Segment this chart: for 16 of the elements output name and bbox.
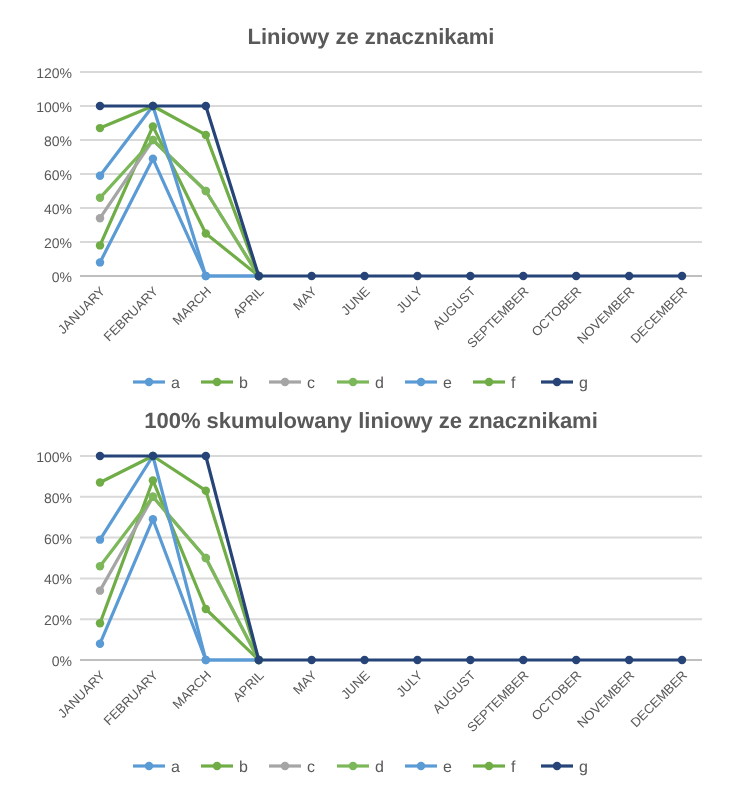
legend-label: f [511, 374, 517, 392]
legend-label: g [579, 758, 588, 776]
legend-label: c [307, 374, 315, 392]
chart-title: 100% skumulowany liniowy ze znacznikami [144, 410, 598, 434]
legend-label: f [511, 758, 517, 776]
legend-label: e [443, 758, 453, 776]
legend-label: b [239, 374, 249, 392]
legend-label: a [171, 758, 181, 776]
chart-title: Liniowy ze znacznikami [247, 26, 495, 50]
legend-label: b [239, 758, 249, 776]
legend-label: d [375, 758, 384, 776]
legend-label: e [443, 374, 453, 392]
legend-label: g [579, 374, 588, 392]
legend-label: a [171, 374, 181, 392]
legend-label: d [375, 374, 384, 392]
legend-label: c [307, 758, 315, 776]
